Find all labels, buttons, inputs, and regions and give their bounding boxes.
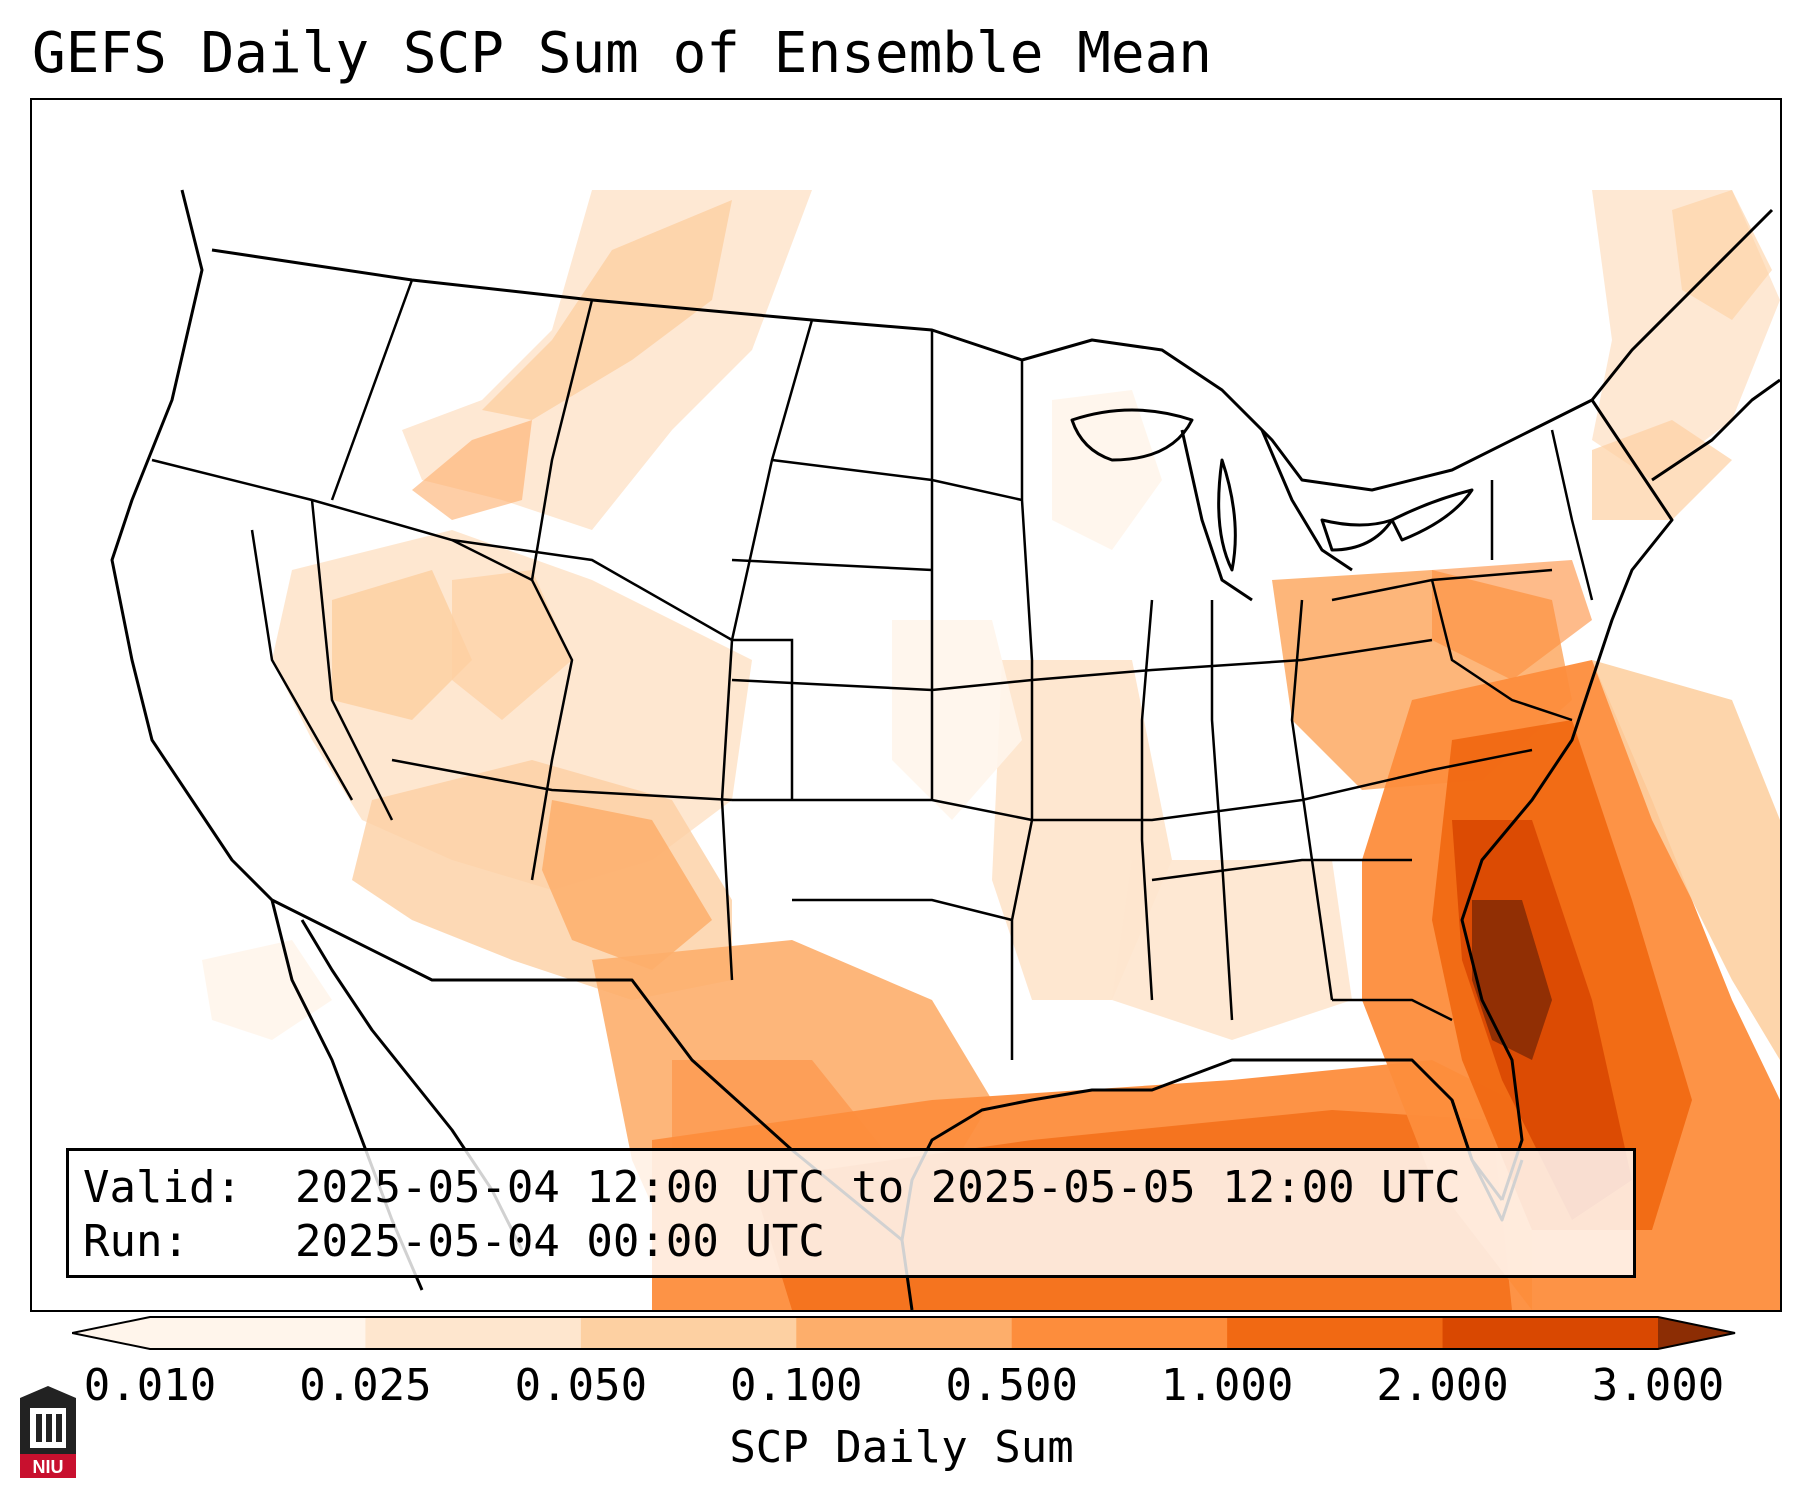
svg-text:NIU: NIU xyxy=(33,1457,64,1477)
colorbar-segments xyxy=(72,1317,1735,1350)
valid-key: Valid: xyxy=(83,1162,242,1213)
colorbar-extend-high xyxy=(1658,1317,1735,1349)
colorbar-segment xyxy=(150,1317,366,1349)
run-value: 2025-05-04 00:00 UTC xyxy=(295,1216,825,1267)
colorbar-segment xyxy=(1227,1317,1444,1349)
colorbar-label: SCP Daily Sum xyxy=(729,1422,1074,1473)
colorbar xyxy=(72,1316,1736,1350)
colorbar-segment xyxy=(796,1317,1013,1349)
map-panel xyxy=(30,98,1782,1312)
colorbar-tick-label: 0.010 xyxy=(83,1360,217,1411)
colorbar-segment xyxy=(365,1317,582,1349)
map-canvas xyxy=(110,189,1780,1310)
niu-logo-icon: NIU xyxy=(20,1386,76,1478)
colorbar-segment xyxy=(1442,1317,1659,1349)
colorbar-tick-label: 3.000 xyxy=(1591,1360,1725,1411)
map-title: GEFS Daily SCP Sum of Ensemble Mean xyxy=(32,21,1213,86)
colorbar-ticks: 0.010 0.025 0.050 0.100 0.500 1.000 2.000 3.000 xyxy=(0,1360,1803,1420)
colorbar-segment xyxy=(580,1317,797,1349)
run-key: Run: xyxy=(83,1216,189,1267)
colorbar-tick-label: 1.000 xyxy=(1160,1360,1294,1411)
valid-value: 2025-05-04 12:00 UTC to 2025-05-05 12:00… xyxy=(295,1162,1461,1213)
colorbar-tick-label: 2.000 xyxy=(1376,1360,1509,1411)
colorbar-tick-label: 0.500 xyxy=(945,1360,1078,1411)
colorbar-outline xyxy=(72,1316,1736,1350)
valid-run-info: Valid: 2025-05-04 12:00 UTC to 2025-05-05… xyxy=(66,1148,1636,1278)
colorbar-segment xyxy=(1011,1317,1228,1349)
colorbar-tick-label: 0.050 xyxy=(514,1360,648,1411)
scp-field xyxy=(202,190,1780,1310)
state-lines xyxy=(151,279,1594,1060)
colorbar-extend-low xyxy=(72,1317,150,1349)
colorbar-tick-label: 0.100 xyxy=(730,1360,863,1411)
colorbar-tick-label: 0.025 xyxy=(299,1360,432,1411)
